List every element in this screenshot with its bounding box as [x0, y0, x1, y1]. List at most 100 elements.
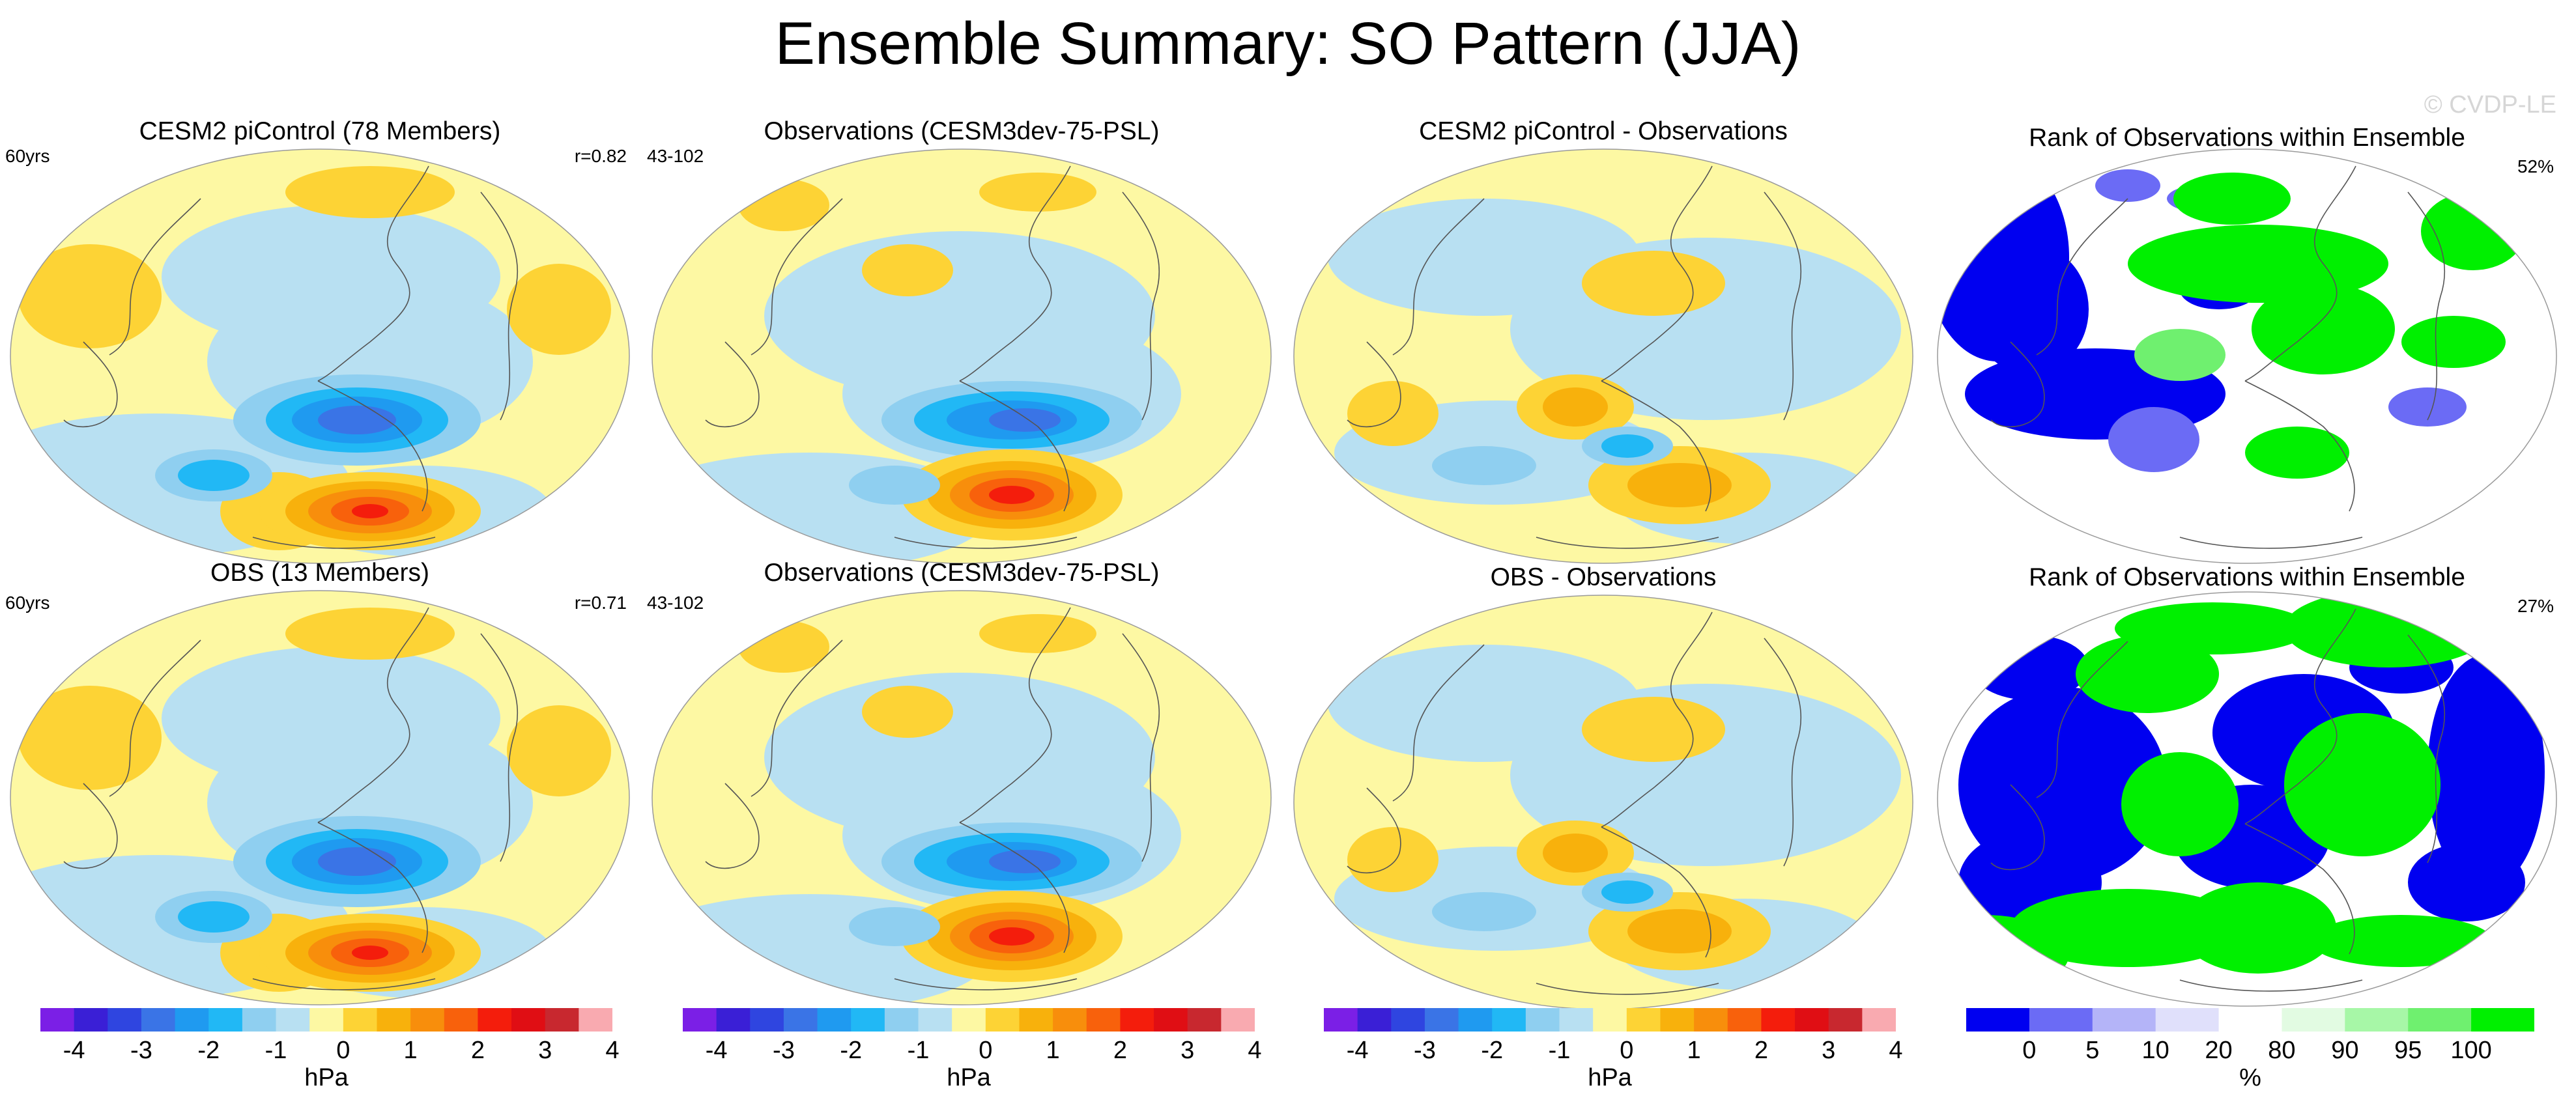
panel-title: Observations (CESM3dev-75-PSL) [764, 559, 1160, 587]
colorbar-tick-label: -1 [265, 1037, 287, 1064]
panel-6: Observations (CESM3dev-75-PSL) 43-102 [647, 559, 1276, 1008]
colorbar-2: -4 -3 -2 -1 0 1 2 3 4 hPa [683, 1008, 1262, 1106]
colorbar-swatch [410, 1008, 445, 1032]
panel-title: OBS (13 Members) [210, 559, 429, 587]
colorbar-swatch [2282, 1008, 2345, 1032]
colorbar-tick-label: 0 [336, 1037, 351, 1064]
map-plot [10, 590, 630, 1005]
colorbar-tick-label: 1 [1046, 1037, 1060, 1064]
colorbar-swatch [40, 1008, 75, 1032]
colorbar-swatch [1828, 1008, 1863, 1032]
colorbar-swatch [377, 1008, 411, 1032]
colorbar-4: 0 5 10 20 80 90 95 100 % [1966, 1008, 2535, 1106]
colorbar-swatch [2029, 1008, 2093, 1032]
panel-right-label: 52% [2517, 156, 2554, 176]
panel-left-label: 43-102 [647, 593, 704, 613]
colorbar-swatch [1187, 1008, 1222, 1032]
colorbar-swatch [1660, 1008, 1695, 1032]
colorbar-swatch [309, 1008, 344, 1032]
map-plot [10, 148, 630, 564]
colorbar-tick-label: -4 [705, 1037, 728, 1064]
colorbar-tick-label: -2 [197, 1037, 220, 1064]
colorbar-swatches [1966, 1008, 2535, 1032]
colorbar-swatch [1458, 1008, 1493, 1032]
colorbar-swatch [2155, 1008, 2220, 1032]
colorbar-swatch [952, 1008, 986, 1032]
colorbar-swatch [1086, 1008, 1121, 1032]
panel-1: CESM2 piControl (78 Members) 60yrs r=0.8… [5, 117, 635, 567]
colorbar-swatch [1525, 1008, 1560, 1032]
colorbar-tick-label: 3 [1822, 1037, 1836, 1064]
colorbar-tick-label: 90 [2331, 1037, 2359, 1064]
colorbar-swatch [2218, 1008, 2282, 1032]
colorbar-unit-label: hPa [304, 1064, 349, 1091]
panel-title: CESM2 piControl (78 Members) [139, 117, 501, 145]
colorbar-swatch [141, 1008, 176, 1032]
colorbar-swatch [817, 1008, 852, 1032]
panel-7: OBS - Observations [1289, 563, 1918, 1013]
panel-right-label: r=0.71 [574, 593, 627, 613]
colorbar-swatches [40, 1008, 613, 1032]
colorbar-tick-label: 2 [1754, 1037, 1768, 1064]
colorbar-swatch [242, 1008, 277, 1032]
colorbar-swatch [1492, 1008, 1526, 1032]
colorbar-swatch [1761, 1008, 1796, 1032]
panel-8: Rank of Observations within Ensemble 27% [1932, 563, 2562, 1013]
colorbar-tick-label: 1 [403, 1037, 418, 1064]
colorbar-swatch [1357, 1008, 1392, 1032]
colorbar-swatch [1626, 1008, 1661, 1032]
colorbar-tick-label: -1 [907, 1037, 930, 1064]
colorbar-tick-label: 4 [1248, 1037, 1262, 1064]
colorbar-tick-label: -4 [1346, 1037, 1369, 1064]
colorbar-swatches [1324, 1008, 1896, 1032]
colorbar-tick-label: 4 [1889, 1037, 1903, 1064]
colorbar-swatch [343, 1008, 377, 1032]
colorbar-tick-label: 5 [2085, 1037, 2100, 1064]
colorbar-swatch [175, 1008, 209, 1032]
colorbar-swatch [1221, 1008, 1255, 1032]
colorbar-swatch [579, 1008, 613, 1032]
panel-right-label: 27% [2517, 596, 2554, 616]
colorbar-tick-label: 1 [1687, 1037, 1701, 1064]
colorbar-tick-label: -1 [1548, 1037, 1571, 1064]
map-plot [1293, 595, 1913, 1010]
colorbar-tick-label: -3 [1414, 1037, 1436, 1064]
colorbar-swatch [107, 1008, 142, 1032]
colorbar-tick-label: 80 [2268, 1037, 2296, 1064]
colorbar-swatch [1391, 1008, 1425, 1032]
panel-3: CESM2 piControl - Observations [1289, 117, 1918, 567]
panel-right-label: r=0.82 [574, 146, 627, 166]
colorbar-swatch [1019, 1008, 1053, 1032]
map-plot [651, 590, 1272, 1005]
colorbar-unit-label: hPa [947, 1064, 991, 1091]
colorbar-swatch [851, 1008, 885, 1032]
colorbar-tick-label: 10 [2141, 1037, 2169, 1064]
colorbar-swatch [1966, 1008, 2030, 1032]
colorbar-tick-label: -3 [773, 1037, 795, 1064]
panel-left-label: 60yrs [5, 146, 50, 166]
colorbar-swatch [2092, 1008, 2156, 1032]
watermark: © CVDP-LE [2424, 91, 2556, 119]
colorbar-tick-label: -3 [130, 1037, 152, 1064]
panel-title: Rank of Observations within Ensemble [2029, 563, 2465, 591]
map-plot [1937, 591, 2557, 1007]
panel-title: Observations (CESM3dev-75-PSL) [764, 117, 1160, 145]
colorbar-swatch [683, 1008, 717, 1032]
colorbar-swatch [750, 1008, 784, 1032]
colorbar-swatch [1154, 1008, 1188, 1032]
panel-title: CESM2 piControl - Observations [1419, 117, 1788, 145]
panel-title: OBS - Observations [1490, 563, 1717, 591]
panel-2: Observations (CESM3dev-75-PSL) 43-102 [647, 117, 1276, 567]
colorbar-tick-label: 20 [2205, 1037, 2233, 1064]
colorbar-swatch [2408, 1008, 2472, 1032]
colorbar-unit-label: hPa [1588, 1064, 1632, 1091]
colorbar-swatch [1324, 1008, 1358, 1032]
map-plot [1937, 148, 2557, 564]
colorbar-swatch [783, 1008, 818, 1032]
panel-left-label: 60yrs [5, 593, 50, 613]
colorbar-tick-label: 0 [1620, 1037, 1634, 1064]
panel-5: OBS (13 Members) 60yrs r=0.71 [5, 559, 635, 1008]
colorbar-swatch [444, 1008, 478, 1032]
colorbar-tick-label: -2 [840, 1037, 863, 1064]
colorbar-swatch [985, 1008, 1020, 1032]
